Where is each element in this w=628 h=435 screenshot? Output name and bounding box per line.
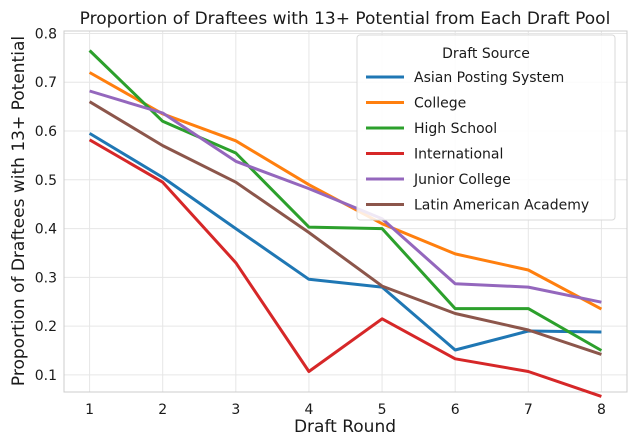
x-tick-label: 8 [597,402,606,418]
chart-title: Proportion of Draftees with 13+ Potentia… [80,9,611,29]
legend-label-international: International [414,147,503,163]
series-line-high-school [88,49,603,352]
series-line-junior-college [89,89,602,304]
x-tick-label: 6 [451,402,460,418]
y-tick-label: 0.2 [35,319,57,335]
y-tick-label: 0.7 [35,75,57,91]
x-tick-label: 2 [158,402,167,418]
y-tick-label: 0.8 [35,26,57,42]
legend: Draft Source Asian Posting System College… [356,34,616,221]
y-tick-label: 0.4 [35,222,57,238]
y-tick-label: 0.1 [35,368,57,384]
series-line-asian-posting-system [88,132,602,352]
x-axis-ticks: 1 2 3 4 5 6 7 8 [85,402,606,418]
legend-items: Asian Posting System College High School In… [366,70,589,214]
series-layer [88,49,603,398]
y-axis-label: Proportion of Draftees with 13+ Potentia… [9,36,29,386]
series-line-latin-american-academy [88,100,602,356]
legend-label-junior-college: Junior College [413,172,511,188]
x-tick-label: 7 [524,402,533,418]
x-tick-label: 4 [304,402,313,418]
plot-frame [63,30,628,393]
legend-label-college: College [414,96,466,112]
y-tick-label: 0.5 [35,173,57,189]
y-tick-label: 0.6 [35,124,57,140]
x-tick-label: 3 [231,402,240,418]
y-axis-ticks: 0.1 0.2 0.3 0.4 0.5 0.6 0.7 0.8 [35,26,57,383]
y-tick-label: 0.3 [35,270,57,286]
legend-label-high-school: High School [414,121,497,137]
legend-box [356,34,616,221]
x-tick-label: 1 [85,402,94,418]
x-axis-label: Draft Round [294,417,396,435]
x-tick-label: 5 [378,402,387,418]
legend-title: Draft Source [442,46,530,62]
series-line-international [88,138,602,398]
legend-label-asian-posting-system: Asian Posting System [414,70,564,86]
legend-label-latin-american-academy: Latin American Academy [414,198,589,214]
